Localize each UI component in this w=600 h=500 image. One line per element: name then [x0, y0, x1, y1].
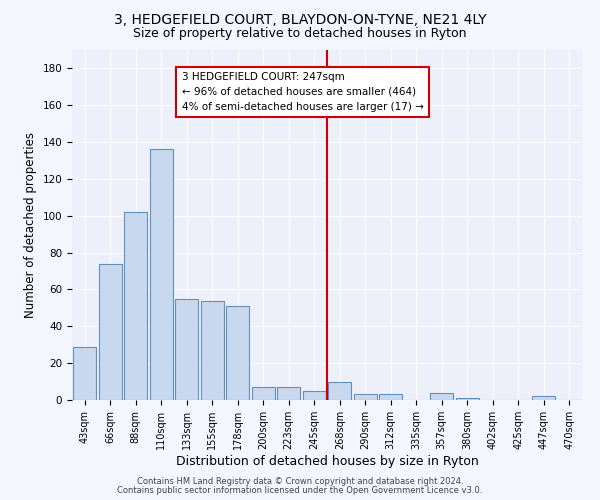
Bar: [532, 396, 555, 400]
Bar: [124, 212, 147, 400]
Bar: [354, 394, 377, 400]
Bar: [430, 392, 453, 400]
X-axis label: Distribution of detached houses by size in Ryton: Distribution of detached houses by size …: [176, 454, 478, 468]
Text: Size of property relative to detached houses in Ryton: Size of property relative to detached ho…: [133, 28, 467, 40]
Bar: [150, 150, 173, 400]
Text: 3 HEDGEFIELD COURT: 247sqm
← 96% of detached houses are smaller (464)
4% of semi: 3 HEDGEFIELD COURT: 247sqm ← 96% of deta…: [182, 72, 424, 112]
Bar: [226, 306, 249, 400]
Bar: [175, 298, 198, 400]
Y-axis label: Number of detached properties: Number of detached properties: [24, 132, 37, 318]
Text: Contains HM Land Registry data © Crown copyright and database right 2024.: Contains HM Land Registry data © Crown c…: [137, 477, 463, 486]
Bar: [379, 394, 402, 400]
Bar: [328, 382, 351, 400]
Bar: [456, 398, 479, 400]
Bar: [73, 346, 96, 400]
Text: 3, HEDGEFIELD COURT, BLAYDON-ON-TYNE, NE21 4LY: 3, HEDGEFIELD COURT, BLAYDON-ON-TYNE, NE…: [113, 12, 487, 26]
Text: Contains public sector information licensed under the Open Government Licence v3: Contains public sector information licen…: [118, 486, 482, 495]
Bar: [303, 391, 326, 400]
Bar: [252, 387, 275, 400]
Bar: [201, 300, 224, 400]
Bar: [99, 264, 122, 400]
Bar: [277, 387, 300, 400]
